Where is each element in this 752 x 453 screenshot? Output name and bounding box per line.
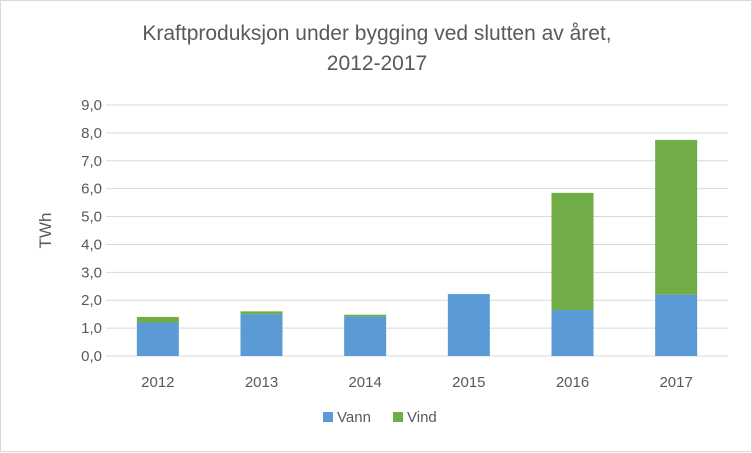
chart-title-line-2: 2012-2017 <box>326 52 428 75</box>
y-axis-title: TWh <box>36 213 55 249</box>
y-tick-label: 9,0 <box>81 97 102 114</box>
bar-vind-2016 <box>551 192 594 310</box>
bar-vind-2013 <box>240 311 283 315</box>
legend-label-vind: Vind <box>407 409 437 426</box>
bar-vann-2013 <box>240 314 283 356</box>
bar-vann-2014 <box>344 316 387 356</box>
y-tick-label: 8,0 <box>81 125 102 142</box>
y-tick-label: 5,0 <box>81 209 102 226</box>
x-tick-label: 2015 <box>452 374 485 391</box>
bar-vann-2015 <box>447 294 490 356</box>
legend-label-vann: Vann <box>337 409 371 426</box>
y-tick-label: 1,0 <box>81 320 102 337</box>
legend-swatch-vann <box>323 412 333 422</box>
x-tick-label: 2017 <box>659 374 692 391</box>
y-tick-label: 6,0 <box>81 181 102 198</box>
y-tick-label: 4,0 <box>81 236 102 253</box>
bar-vann-2016 <box>551 309 594 356</box>
bar-vind-2014 <box>344 314 387 317</box>
chart-title: Kraftproduksjon under bygging ved slutte… <box>1 19 752 79</box>
chart-title-line-1: Kraftproduksjon under bygging ved slutte… <box>142 22 612 45</box>
bar-vann-2012 <box>136 322 179 356</box>
bar-vind-2017 <box>655 139 698 295</box>
x-tick-label: 2013 <box>245 374 278 391</box>
legend-swatch-vind <box>393 412 403 422</box>
y-tick-label: 3,0 <box>81 264 102 281</box>
x-tick-label: 2012 <box>141 374 174 391</box>
bar-vann-2017 <box>655 294 698 356</box>
y-tick-label: 0,0 <box>81 348 102 365</box>
x-tick-label: 2016 <box>556 374 589 391</box>
y-tick-label: 7,0 <box>81 153 102 170</box>
y-tick-label: 2,0 <box>81 292 102 309</box>
x-tick-label: 2014 <box>348 374 381 391</box>
bar-vind-2012 <box>136 316 179 323</box>
